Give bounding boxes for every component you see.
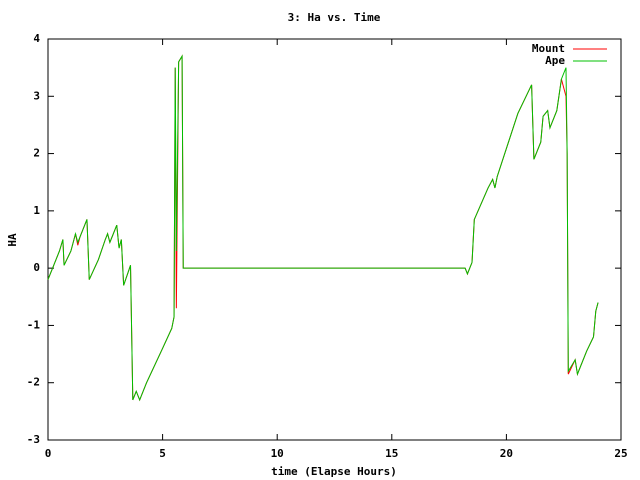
x-tick-label: 10	[271, 447, 284, 460]
series-line	[47, 54, 599, 402]
legend-label: Ape	[545, 54, 565, 67]
y-tick-label: 2	[33, 147, 40, 160]
y-tick-label: 3	[33, 89, 40, 102]
y-tick-label: 0	[33, 261, 40, 274]
y-tick-label: 1	[33, 204, 40, 217]
series-line	[47, 54, 599, 402]
x-tick-label: 15	[385, 447, 398, 460]
x-tick-label: 5	[159, 447, 166, 460]
x-tick-label: 20	[500, 447, 513, 460]
x-tick-label: 25	[614, 447, 627, 460]
x-axis-label: time (Elapse Hours)	[271, 465, 397, 478]
y-tick-label: -2	[27, 376, 40, 389]
y-axis-label: HA	[6, 233, 19, 247]
plot-frame	[47, 38, 622, 441]
y-tick-label: 4	[33, 32, 40, 45]
y-tick-label: -1	[27, 318, 41, 331]
x-tick-label: 0	[45, 447, 52, 460]
y-tick-label: -3	[27, 433, 40, 446]
legend-label: Mount	[532, 42, 565, 55]
chart-title: 3: Ha vs. Time	[288, 11, 381, 24]
